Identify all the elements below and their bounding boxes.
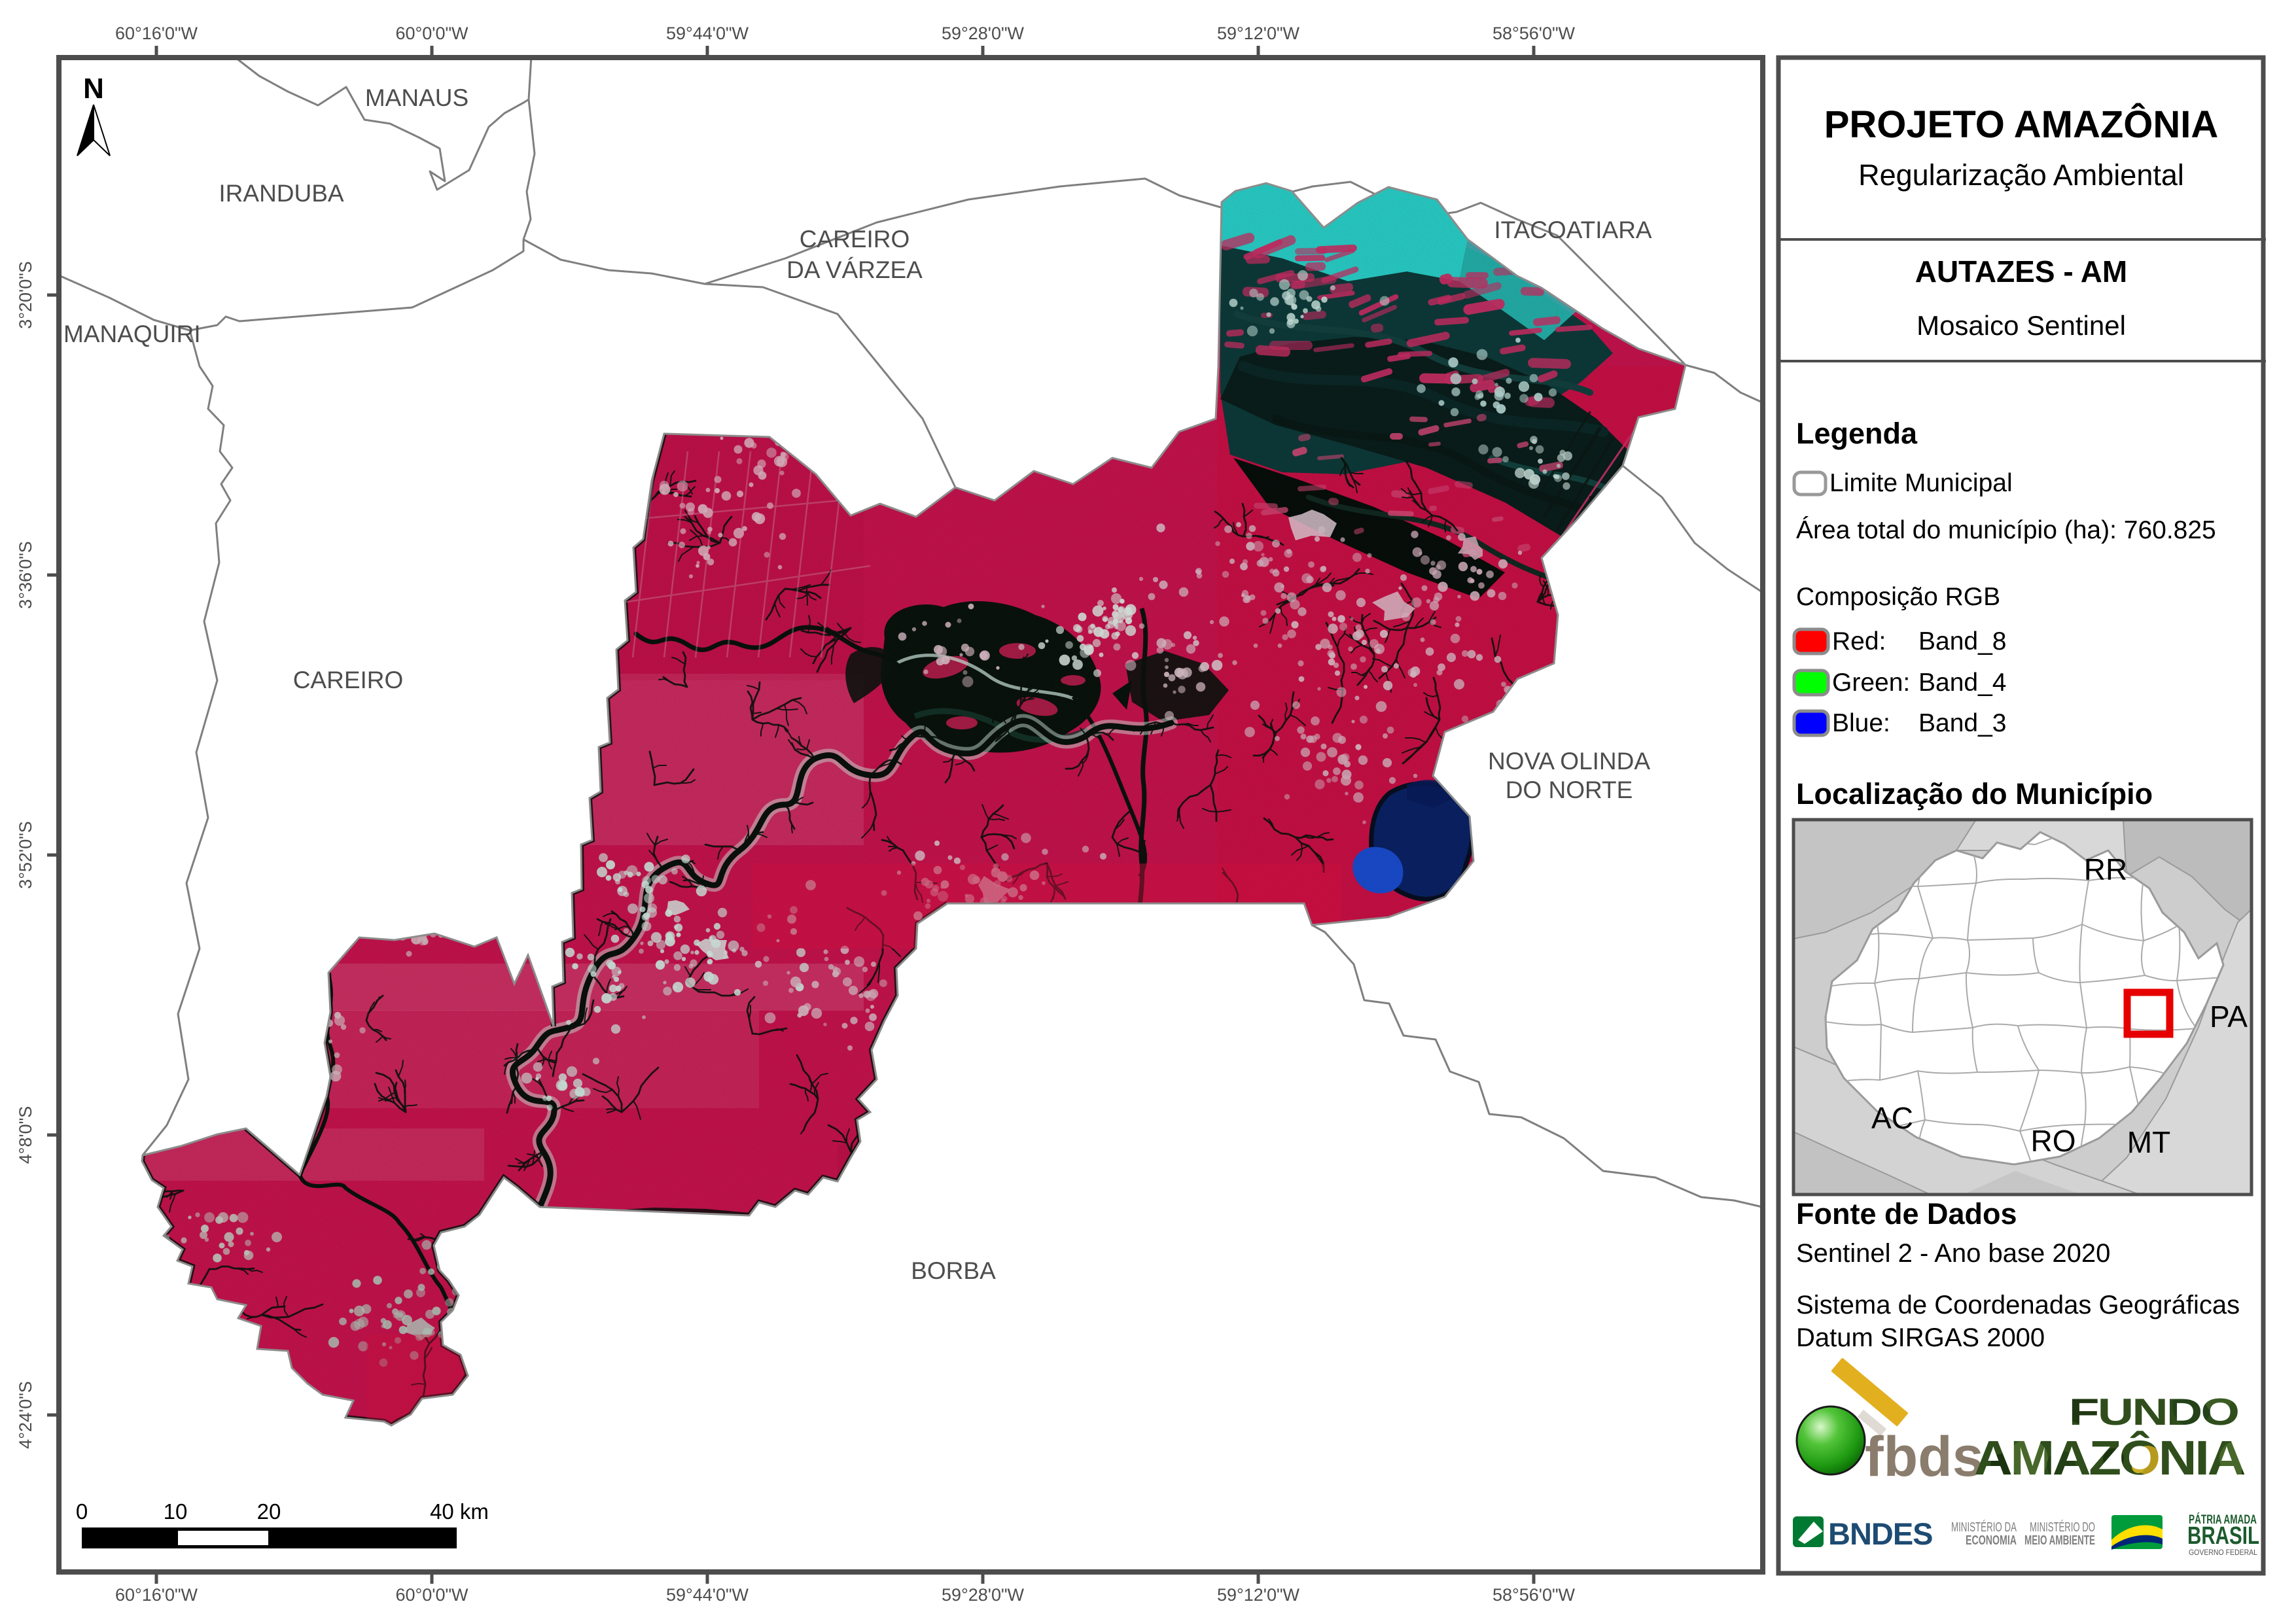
svg-text:4°24'0"S: 4°24'0"S bbox=[16, 1381, 35, 1449]
svg-text:GOVERNO FEDERAL: GOVERNO FEDERAL bbox=[2189, 1548, 2257, 1557]
svg-text:DA VÁRZEA: DA VÁRZEA bbox=[786, 256, 923, 283]
svg-text:59°28'0"W: 59°28'0"W bbox=[942, 24, 1025, 43]
svg-text:10: 10 bbox=[164, 1499, 188, 1524]
svg-text:MINISTÉRIO DA: MINISTÉRIO DA bbox=[1951, 1520, 2017, 1535]
svg-text:N: N bbox=[83, 73, 104, 105]
svg-text:PÁTRIA AMADA: PÁTRIA AMADA bbox=[2189, 1512, 2257, 1527]
svg-text:59°44'0"W: 59°44'0"W bbox=[666, 24, 749, 43]
svg-text:Composição RGB: Composição RGB bbox=[1796, 583, 2000, 611]
svg-text:AUTAZES - AM: AUTAZES - AM bbox=[1915, 254, 2128, 288]
svg-text:Band_4: Band_4 bbox=[1918, 669, 2006, 697]
svg-text:20: 20 bbox=[257, 1499, 281, 1524]
svg-text:MEIO AMBIENTE: MEIO AMBIENTE bbox=[2024, 1533, 2095, 1548]
svg-text:Fonte de Dados: Fonte de Dados bbox=[1796, 1197, 2017, 1230]
svg-text:BNDES: BNDES bbox=[1828, 1516, 1933, 1551]
svg-text:MANAQUIRI: MANAQUIRI bbox=[63, 321, 201, 347]
svg-text:fbds: fbds bbox=[1865, 1425, 1984, 1488]
svg-text:58°56'0"W: 58°56'0"W bbox=[1492, 24, 1576, 43]
svg-text:CAREIRO: CAREIRO bbox=[800, 226, 910, 253]
svg-text:Red:: Red: bbox=[1832, 627, 1886, 655]
svg-text:Legenda: Legenda bbox=[1796, 417, 1918, 450]
svg-text:NOVA OLINDA: NOVA OLINDA bbox=[1488, 748, 1650, 775]
svg-text:40 km: 40 km bbox=[430, 1499, 489, 1524]
svg-text:58°56'0"W: 58°56'0"W bbox=[1492, 1585, 1576, 1605]
svg-text:Band_8: Band_8 bbox=[1918, 627, 2006, 655]
svg-text:Sentinel 2 - Ano base 2020: Sentinel 2 - Ano base 2020 bbox=[1796, 1239, 2110, 1268]
svg-text:Blue:: Blue: bbox=[1832, 709, 1890, 737]
svg-text:AC: AC bbox=[1871, 1101, 1913, 1135]
svg-text:59°44'0"W: 59°44'0"W bbox=[666, 1585, 749, 1605]
svg-text:Limite Municipal: Limite Municipal bbox=[1829, 469, 2013, 497]
svg-text:60°0'0"W: 60°0'0"W bbox=[395, 24, 468, 43]
svg-text:59°12'0"W: 59°12'0"W bbox=[1217, 1585, 1300, 1605]
svg-text:DO NORTE: DO NORTE bbox=[1506, 777, 1633, 803]
svg-text:ECONOMIA: ECONOMIA bbox=[1966, 1533, 2017, 1548]
svg-text:Datum SIRGAS 2000: Datum SIRGAS 2000 bbox=[1796, 1323, 2045, 1352]
svg-text:BRASIL: BRASIL bbox=[2187, 1522, 2259, 1550]
svg-text:MANAUS: MANAUS bbox=[365, 84, 468, 111]
svg-text:0: 0 bbox=[76, 1499, 88, 1524]
svg-text:Localização do Município: Localização do Município bbox=[1796, 777, 2153, 811]
svg-text:4°8'0"S: 4°8'0"S bbox=[16, 1106, 35, 1164]
svg-text:MINISTÉRIO DO: MINISTÉRIO DO bbox=[2030, 1520, 2095, 1535]
svg-text:RR: RR bbox=[2084, 852, 2127, 886]
svg-text:IRANDUBA: IRANDUBA bbox=[219, 180, 344, 207]
svg-text:59°28'0"W: 59°28'0"W bbox=[942, 1585, 1025, 1605]
svg-text:MT: MT bbox=[2127, 1125, 2170, 1159]
svg-text:Sistema de Coordenadas Geográf: Sistema de Coordenadas Geográficas bbox=[1796, 1291, 2240, 1319]
svg-text:Band_3: Band_3 bbox=[1918, 709, 2006, 737]
svg-text:Regularização Ambiental: Regularização Ambiental bbox=[1858, 158, 2184, 192]
svg-text:59°12'0"W: 59°12'0"W bbox=[1217, 24, 1300, 43]
svg-text:3°36'0"S: 3°36'0"S bbox=[16, 541, 35, 609]
svg-text:60°16'0"W: 60°16'0"W bbox=[115, 24, 198, 43]
svg-text:60°0'0"W: 60°0'0"W bbox=[395, 1585, 468, 1605]
svg-text:PA: PA bbox=[2210, 1000, 2248, 1034]
svg-text:Mosaico Sentinel: Mosaico Sentinel bbox=[1916, 310, 2126, 341]
svg-text:BORBA: BORBA bbox=[911, 1257, 996, 1284]
svg-text:3°20'0"S: 3°20'0"S bbox=[16, 261, 35, 329]
svg-text:ITACOATIARA: ITACOATIARA bbox=[1494, 217, 1652, 243]
svg-text:3°52'0"S: 3°52'0"S bbox=[16, 821, 35, 889]
svg-text:PROJETO AMAZÔNIA: PROJETO AMAZÔNIA bbox=[1824, 103, 2219, 146]
svg-text:60°16'0"W: 60°16'0"W bbox=[115, 1585, 198, 1605]
svg-text:Green:: Green: bbox=[1832, 669, 1910, 697]
svg-text:RO: RO bbox=[2031, 1124, 2076, 1158]
svg-text:CAREIRO: CAREIRO bbox=[293, 667, 404, 693]
svg-text:Área total do município (ha):: Área total do município (ha): 760.825 bbox=[1796, 516, 2216, 544]
